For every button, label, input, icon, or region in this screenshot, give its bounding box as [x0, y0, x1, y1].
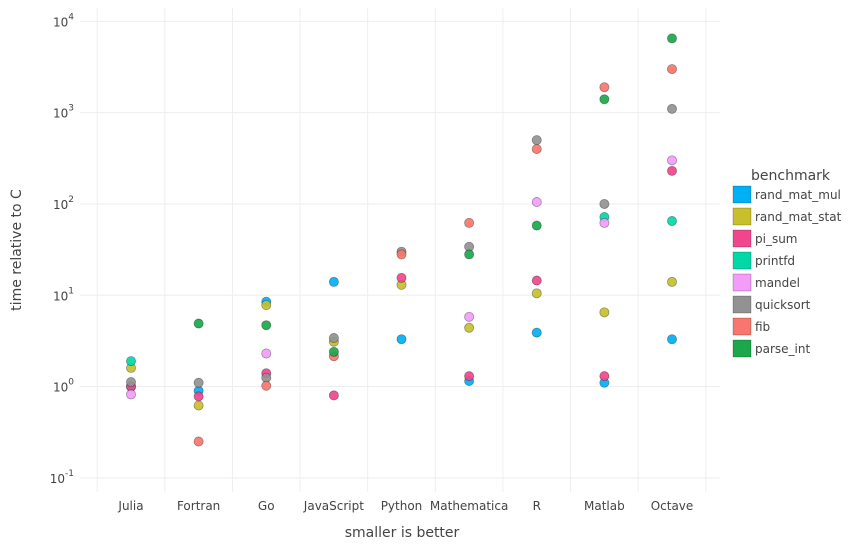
y-tick-label: 101: [53, 286, 74, 303]
data-point-fib[interactable]: [464, 217, 475, 228]
data-point-pi-sum[interactable]: [667, 165, 678, 176]
data-point-mandel[interactable]: [599, 217, 610, 228]
y-tick-label: 103: [53, 104, 74, 121]
data-point-quicksort[interactable]: [193, 377, 204, 388]
data-point-fib[interactable]: [531, 143, 542, 154]
x-axis-title: smaller is better: [345, 525, 460, 541]
data-point-pi-sum[interactable]: [396, 272, 407, 283]
x-tick-label: Julia: [117, 499, 143, 513]
data-point-fib[interactable]: [599, 82, 610, 93]
data-point-rand-mat-mul[interactable]: [667, 334, 678, 345]
data-point-parse-int[interactable]: [667, 33, 678, 44]
x-tick-label: Mathematica: [430, 499, 508, 513]
data-point-parse-int[interactable]: [261, 320, 272, 331]
data-point-fib[interactable]: [396, 249, 407, 260]
y-tick-label: 102: [53, 195, 74, 212]
data-point-rand-mat-stat[interactable]: [193, 400, 204, 411]
data-point-pi-sum[interactable]: [599, 371, 610, 382]
legend-label: quicksort: [755, 298, 811, 312]
data-point-rand-mat-mul[interactable]: [328, 276, 339, 287]
legend-swatch: [732, 229, 752, 248]
x-tick-label: JavaScript: [303, 499, 364, 513]
data-point-parse-int[interactable]: [531, 220, 542, 231]
data-point-rand-mat-stat[interactable]: [667, 276, 678, 287]
legend-label: pi_sum: [755, 232, 798, 246]
legend-swatch: [732, 317, 752, 336]
legend-label: rand_mat_mul: [755, 188, 841, 202]
data-point-printfd[interactable]: [126, 356, 137, 367]
data-point-fib[interactable]: [667, 64, 678, 75]
data-point-rand-mat-stat[interactable]: [261, 300, 272, 311]
data-point-mandel[interactable]: [667, 155, 678, 166]
x-tick-label: Octave: [651, 499, 694, 513]
data-point-mandel[interactable]: [261, 348, 272, 359]
data-point-pi-sum[interactable]: [531, 275, 542, 286]
data-point-rand-mat-mul[interactable]: [531, 327, 542, 338]
legend-swatch: [732, 251, 752, 270]
legend-swatch: [732, 339, 752, 358]
data-point-parse-int[interactable]: [328, 346, 339, 357]
y-tick-label: 104: [53, 12, 74, 29]
x-tick-label: R: [533, 499, 541, 513]
legend: benchmark rand_mat_mul rand_mat_stat pi_su…: [732, 168, 842, 358]
y-tick-label: 10-1: [50, 469, 74, 486]
data-point-quicksort[interactable]: [126, 377, 137, 388]
legend-swatch: [732, 273, 752, 292]
data-point-pi-sum[interactable]: [193, 391, 204, 402]
data-point-rand-mat-stat[interactable]: [464, 322, 475, 333]
axis-layer: 10-1 100 101 102 103 104 Julia Fortran Go JavaScr…: [50, 12, 694, 513]
data-point-quicksort[interactable]: [599, 198, 610, 209]
x-tick-label: Fortran: [177, 499, 220, 513]
data-point-mandel[interactable]: [531, 197, 542, 208]
data-point-mandel[interactable]: [464, 311, 475, 322]
data-point-parse-int[interactable]: [599, 94, 610, 105]
data-point-parse-int[interactable]: [193, 318, 204, 329]
data-point-fib[interactable]: [193, 436, 204, 447]
legend-swatch: [732, 207, 752, 226]
x-tick-label: Python: [381, 499, 423, 513]
legend-label: printfd: [755, 254, 795, 268]
data-point-quicksort[interactable]: [667, 103, 678, 114]
grid-layer: [80, 8, 720, 492]
x-tick-label: Go: [258, 499, 275, 513]
legend-label: fib: [755, 320, 770, 334]
data-point-rand-mat-mul[interactable]: [396, 334, 407, 345]
data-point-mandel[interactable]: [126, 389, 137, 400]
legend-swatch: [732, 295, 752, 314]
data-point-pi-sum[interactable]: [464, 371, 475, 382]
y-tick-label: 100: [53, 378, 74, 395]
legend-label: mandel: [755, 276, 800, 290]
data-point-quicksort[interactable]: [328, 333, 339, 344]
legend-title: benchmark: [751, 168, 831, 184]
data-point-printfd[interactable]: [667, 216, 678, 227]
data-point-fib[interactable]: [261, 380, 272, 391]
data-point-parse-int[interactable]: [464, 249, 475, 260]
y-axis-title: time relative to C: [9, 189, 25, 311]
data-point-rand-mat-stat[interactable]: [599, 307, 610, 318]
legend-swatch: [732, 185, 752, 204]
data-point-quicksort[interactable]: [531, 135, 542, 146]
x-tick-label: Matlab: [584, 499, 625, 513]
legend-label: parse_int: [755, 342, 810, 356]
legend-label: rand_mat_stat: [755, 210, 842, 224]
data-point-rand-mat-stat[interactable]: [531, 288, 542, 299]
data-point-pi-sum[interactable]: [328, 390, 339, 401]
point-layer: [126, 33, 678, 447]
